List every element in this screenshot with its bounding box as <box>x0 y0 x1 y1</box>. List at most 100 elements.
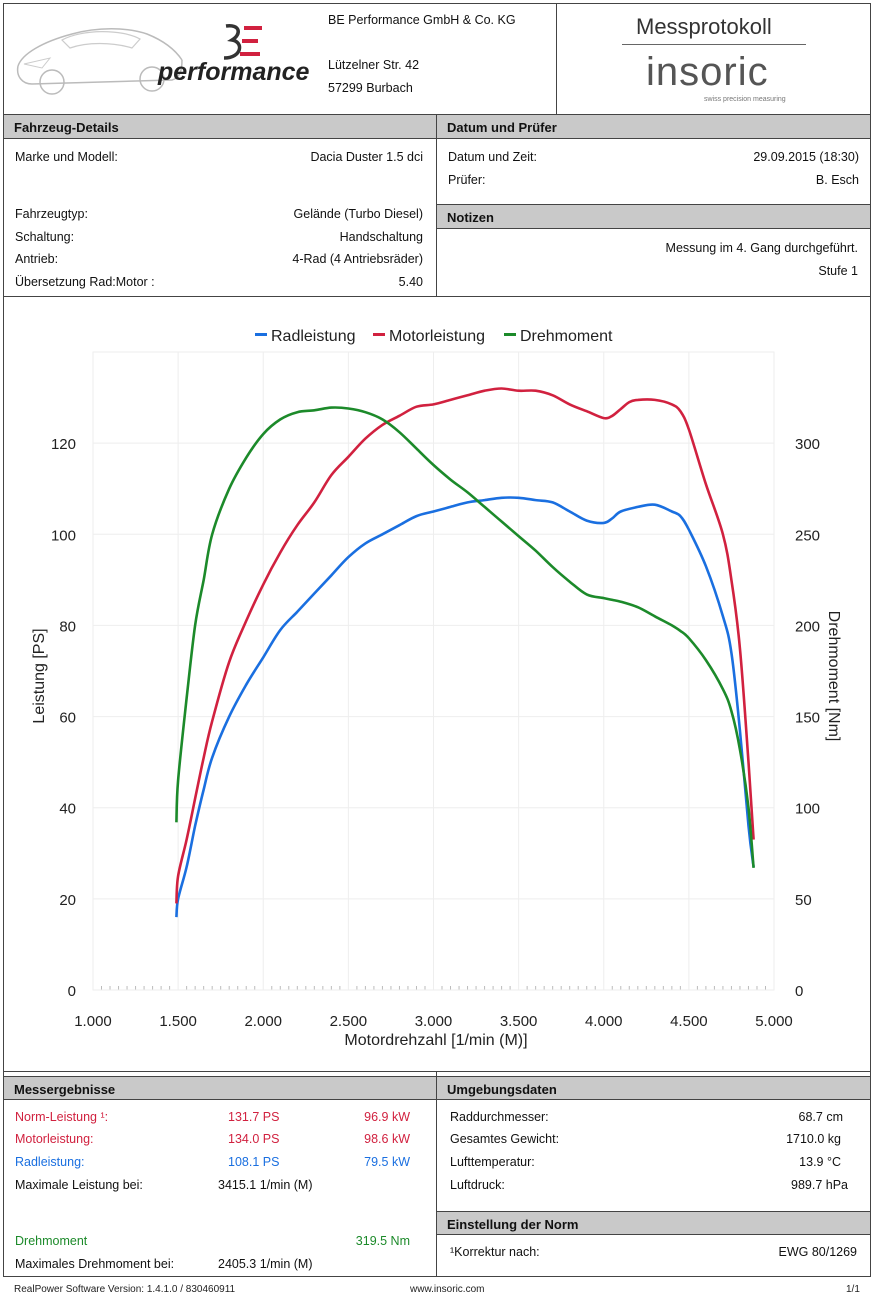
pressure-value: 989.7 hPa <box>791 1178 848 1192</box>
doc-title: Messprotokoll <box>636 14 772 39</box>
notes-line-2: Stufe 1 <box>818 264 858 278</box>
y2-tick-label: 50 <box>795 892 812 909</box>
y-tick-label: 100 <box>51 527 76 544</box>
x-tick-label: 5.000 <box>755 1013 793 1030</box>
y2-axis-label: Drehmoment [Nm] <box>825 611 842 742</box>
series-line-drehmoment <box>175 406 755 869</box>
y2-tick-label: 200 <box>795 618 820 635</box>
drive-value: 4-Rad (4 Antriebsräder) <box>292 252 423 266</box>
x-tick-label: 4.000 <box>585 1013 623 1030</box>
x-tick-label: 3.500 <box>500 1013 538 1030</box>
env-temp-row: Lufttemperatur: 13.9 °C <box>450 1155 841 1169</box>
wheel-power-kw: 79.5 kW <box>364 1155 410 1169</box>
model-value: Dacia Duster 1.5 dci <box>310 150 423 164</box>
vehicle-section-header: Fahrzeug-Details <box>4 115 436 139</box>
legend-swatch-motor <box>373 333 385 336</box>
max-torque-rpm: 2405.3 1/min (M) <box>218 1257 313 1271</box>
vehicle-ratio-row: Übersetzung Rad:Motor : 5.40 <box>15 275 423 289</box>
temp-value: 13.9 °C <box>799 1155 841 1169</box>
y2-tick-label: 150 <box>795 710 820 727</box>
datum-section-header: Datum und Prüfer <box>437 115 870 139</box>
gear-value: Handschaltung <box>339 230 423 244</box>
datum-tester-row: Prüfer: B. Esch <box>448 173 859 187</box>
x-tick-label: 2.000 <box>244 1013 282 1030</box>
max-power-rpm: 3415.1 1/min (M) <box>218 1178 313 1192</box>
legend-label-motor: Motorleistung <box>389 328 485 345</box>
temp-label: Lufttemperatur: <box>450 1155 535 1169</box>
vehicle-type-row: Fahrzeugtyp: Gelände (Turbo Diesel) <box>15 207 423 221</box>
y-tick-label: 120 <box>51 436 76 453</box>
type-label: Fahrzeugtyp: <box>15 207 88 221</box>
results-section-header: Messergebnisse <box>4 1076 436 1100</box>
x-tick-label: 1.000 <box>74 1013 112 1030</box>
norm-row: ¹Korrektur nach: EWG 80/1269 <box>450 1245 857 1259</box>
protocol-frame <box>3 3 871 1277</box>
y-tick-label: 20 <box>59 892 76 909</box>
tester-value: B. Esch <box>815 173 859 187</box>
weight-value: 1710.0 kg <box>786 1132 841 1146</box>
norm-power-kw: 96.9 kW <box>364 1110 410 1124</box>
notes-line-1: Messung im 4. Gang durchgeführt. <box>665 241 858 255</box>
legend-label-rad: Radleistung <box>271 328 356 345</box>
pressure-label: Luftdruck: <box>450 1178 505 1192</box>
vehicle-gear-row: Schaltung: Handschaltung <box>15 230 423 244</box>
legend-label-torque: Drehmoment <box>520 328 613 345</box>
ratio-value: 5.40 <box>398 275 423 289</box>
date-value: 29.09.2015 (18:30) <box>753 150 859 164</box>
y2-tick-label: 250 <box>795 527 820 544</box>
x-tick-label: 2.500 <box>330 1013 368 1030</box>
footer-url[interactable]: www.insoric.com <box>410 1284 485 1295</box>
legend-swatch-rad <box>255 333 267 336</box>
y-tick-label: 80 <box>59 618 76 635</box>
brand-logo: insoric <box>646 50 769 94</box>
tester-label: Prüfer: <box>448 173 486 187</box>
x-tick-label: 1.500 <box>159 1013 197 1030</box>
motor-power-ps: 134.0 PS <box>228 1132 280 1146</box>
datum-date-row: Datum und Zeit: 29.09.2015 (18:30) <box>448 150 859 164</box>
wheel-power-ps: 108.1 PS <box>228 1155 280 1169</box>
car-sketch-logo <box>12 14 187 99</box>
wheel-value: 68.7 cm <box>798 1110 843 1124</box>
software-version: RealPower Software Version: 1.4.1.0 / 83… <box>14 1284 236 1295</box>
env-pressure-row: Luftdruck: 989.7 hPa <box>450 1178 848 1192</box>
plot-grid <box>92 351 775 991</box>
wheel-power-label: Radleistung: <box>15 1155 85 1169</box>
legend-swatch-torque <box>504 333 516 336</box>
env-weight-row: Gesamtes Gewicht: 1710.0 kg <box>450 1132 841 1146</box>
series-line-motorleistung <box>175 387 755 904</box>
logo-text: performance <box>158 58 310 86</box>
legend: Radleistung Motorleistung Drehmoment <box>255 328 613 345</box>
page-number: 1/1 <box>846 1284 860 1295</box>
y2-tick-label: 0 <box>795 983 803 1000</box>
x-tick-label: 3.000 <box>415 1013 453 1030</box>
motor-power-label: Motorleistung: <box>15 1132 94 1146</box>
torque-value: 319.5 Nm <box>355 1234 410 1248</box>
y2-tick-label: 300 <box>795 436 820 453</box>
x-tick-label: 4.500 <box>670 1013 708 1030</box>
norm-power-ps: 131.7 PS <box>228 1110 280 1124</box>
env-wheel-row: Raddurchmesser: 68.7 cm <box>450 1110 843 1124</box>
y-tick-label: 0 <box>68 983 76 1000</box>
dyno-chart: Radleistung Motorleistung Drehmoment 1.0… <box>31 328 842 1049</box>
y-axis-label: Leistung [PS] <box>31 628 48 723</box>
vehicle-drive-row: Antrieb: 4-Rad (4 Antriebsräder) <box>15 252 423 266</box>
company-city: 57299 Burbach <box>328 81 413 95</box>
y-tick-label: 40 <box>59 801 76 818</box>
notes-section-header: Notizen <box>437 205 870 229</box>
gear-label: Schaltung: <box>15 230 75 244</box>
max-torque-label: Maximales Drehmoment bei: <box>15 1257 175 1271</box>
weight-label: Gesamtes Gewicht: <box>450 1132 560 1146</box>
x-axis-label: Motordrehzahl [1/min (M)] <box>344 1032 527 1049</box>
norm-power-label: Norm-Leistung ¹: <box>15 1110 109 1124</box>
y2-tick-label: 100 <box>795 801 820 818</box>
date-label: Datum und Zeit: <box>448 150 537 164</box>
torque-label: Drehmoment <box>15 1234 88 1248</box>
norm-value: EWG 80/1269 <box>778 1245 857 1259</box>
motor-power-kw: 98.6 kW <box>364 1132 410 1146</box>
company-name: BE Performance GmbH & Co. KG <box>328 13 516 27</box>
model-label: Marke und Modell: <box>15 150 118 164</box>
norm-section-header: Einstellung der Norm <box>437 1211 870 1235</box>
be-logo-mark <box>218 22 268 64</box>
type-value: Gelände (Turbo Diesel) <box>293 207 423 221</box>
norm-label: ¹Korrektur nach: <box>450 1245 540 1259</box>
